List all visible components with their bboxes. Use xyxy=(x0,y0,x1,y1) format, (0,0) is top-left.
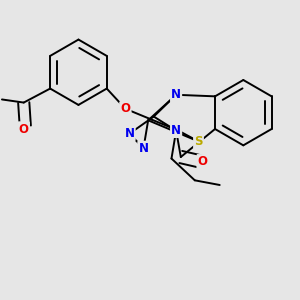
Text: N: N xyxy=(171,124,181,137)
Text: N: N xyxy=(139,142,148,155)
Text: N: N xyxy=(171,88,181,101)
Text: O: O xyxy=(120,102,130,115)
Text: N: N xyxy=(124,127,134,140)
Text: N: N xyxy=(171,124,181,137)
Text: S: S xyxy=(194,135,203,148)
Text: O: O xyxy=(19,122,29,136)
Text: O: O xyxy=(198,155,208,168)
Text: O: O xyxy=(120,102,130,115)
Text: O: O xyxy=(198,155,208,168)
Text: N: N xyxy=(124,127,134,140)
Text: O: O xyxy=(19,122,29,136)
Text: N: N xyxy=(171,88,181,101)
Text: N: N xyxy=(139,142,148,155)
Text: S: S xyxy=(194,135,203,148)
